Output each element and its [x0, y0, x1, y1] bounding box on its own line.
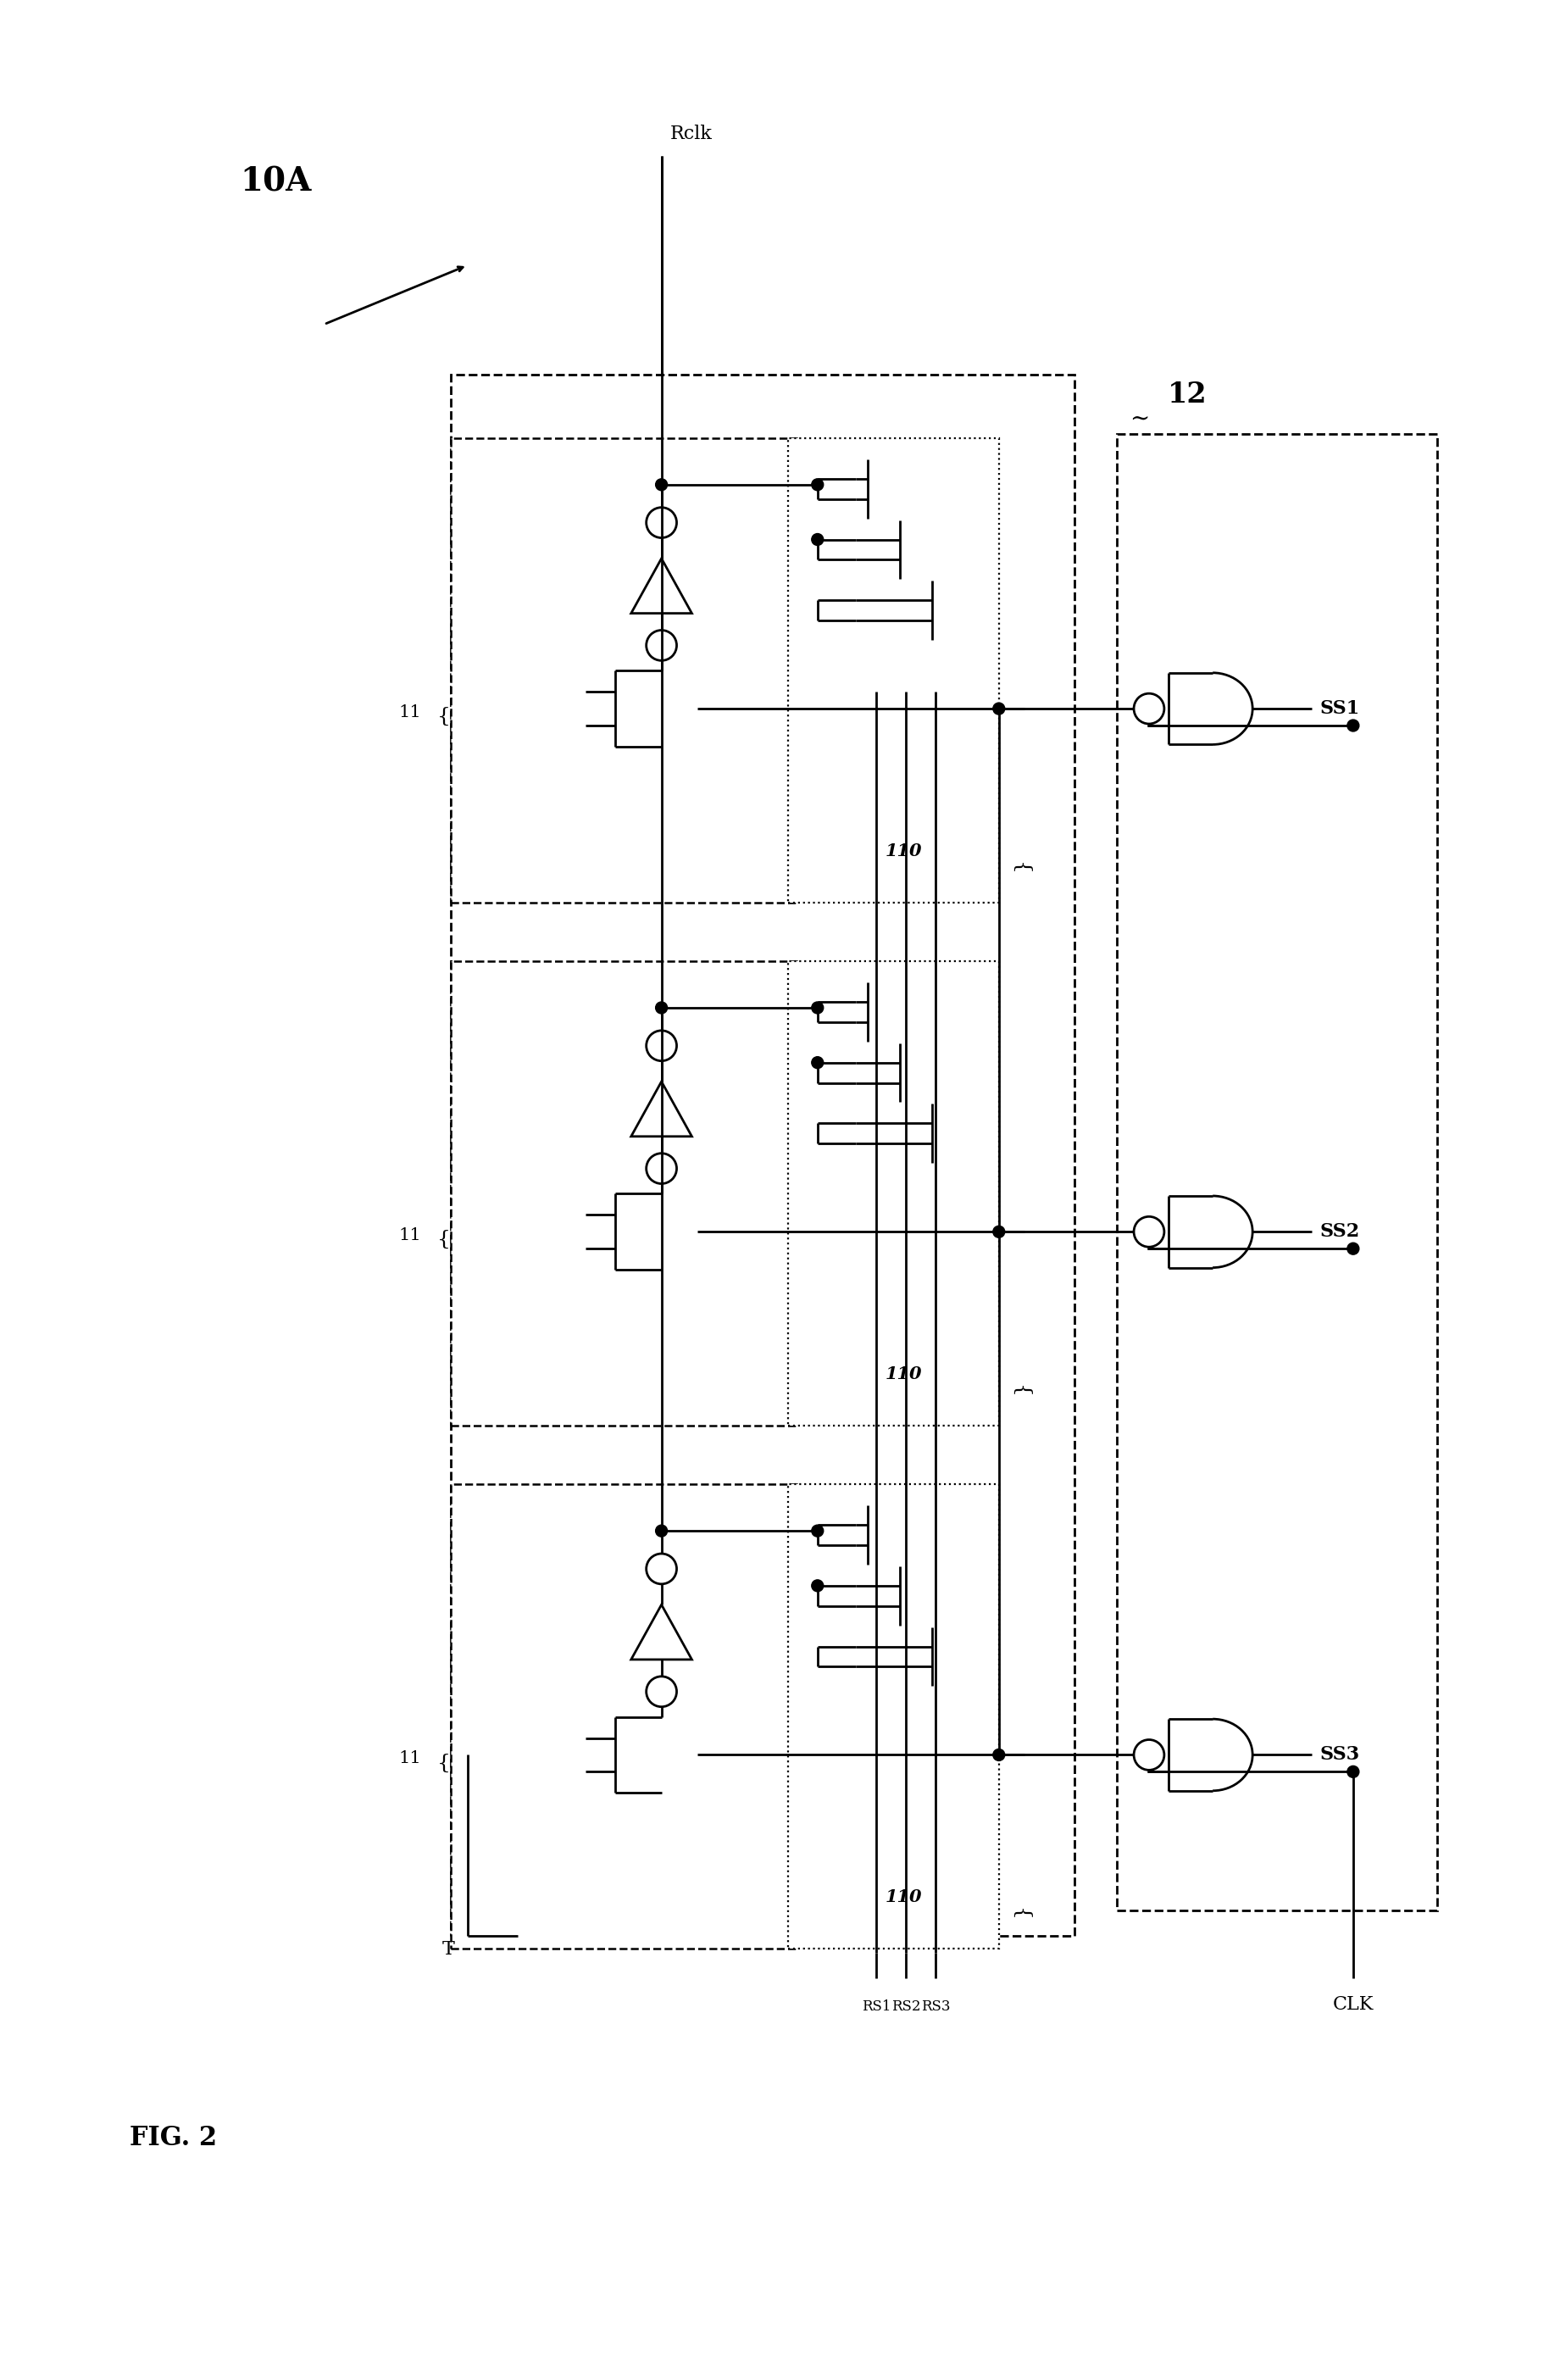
Bar [788, 1485, 999, 1949]
Text: SS2: SS2 [1320, 1223, 1360, 1240]
Bar [1117, 433, 1437, 1911]
Circle shape [655, 478, 668, 490]
Circle shape [812, 1580, 824, 1592]
Text: RS1: RS1 [861, 1999, 891, 2013]
Circle shape [1348, 719, 1358, 731]
Text: Rclk: Rclk [669, 124, 713, 143]
Circle shape [812, 1002, 824, 1014]
Text: FIG. 2: FIG. 2 [130, 2125, 217, 2152]
Bar [451, 962, 796, 1426]
Text: {: { [437, 707, 451, 726]
Circle shape [812, 533, 824, 545]
Bar [788, 962, 999, 1426]
Circle shape [1348, 1242, 1358, 1254]
Text: {: { [437, 1230, 451, 1250]
Bar [451, 1485, 796, 1949]
Text: {: { [1010, 862, 1030, 876]
Text: SS3: SS3 [1320, 1745, 1360, 1764]
Text: 11: 11 [398, 1752, 421, 1766]
Circle shape [993, 702, 1005, 714]
Text: 12: 12 [1168, 381, 1207, 409]
Bar [788, 438, 999, 902]
Bar [451, 438, 796, 902]
Text: SS1: SS1 [1320, 700, 1360, 719]
Circle shape [812, 1526, 824, 1537]
Text: CLK: CLK [1332, 1994, 1374, 2013]
Text: 110: 110 [886, 1890, 922, 1906]
Text: {: { [437, 1754, 451, 1773]
Text: RS3: RS3 [922, 1999, 950, 2013]
Bar [451, 376, 1075, 1935]
Text: 110: 110 [886, 843, 922, 859]
Text: T: T [441, 1940, 455, 1959]
Circle shape [655, 1526, 668, 1537]
Text: ∼: ∼ [1129, 407, 1149, 431]
Circle shape [993, 1749, 1005, 1761]
Text: 11: 11 [398, 1228, 421, 1245]
Text: RS2: RS2 [892, 1999, 920, 2013]
Text: 10A: 10A [240, 167, 311, 198]
Text: {: { [1010, 1909, 1030, 1921]
Circle shape [655, 1002, 668, 1014]
Circle shape [812, 478, 824, 490]
Text: 11: 11 [398, 704, 421, 721]
Text: 110: 110 [886, 1366, 922, 1383]
Circle shape [812, 1057, 824, 1069]
Text: {: { [1010, 1385, 1030, 1399]
Circle shape [993, 1226, 1005, 1238]
Circle shape [1348, 1766, 1358, 1778]
